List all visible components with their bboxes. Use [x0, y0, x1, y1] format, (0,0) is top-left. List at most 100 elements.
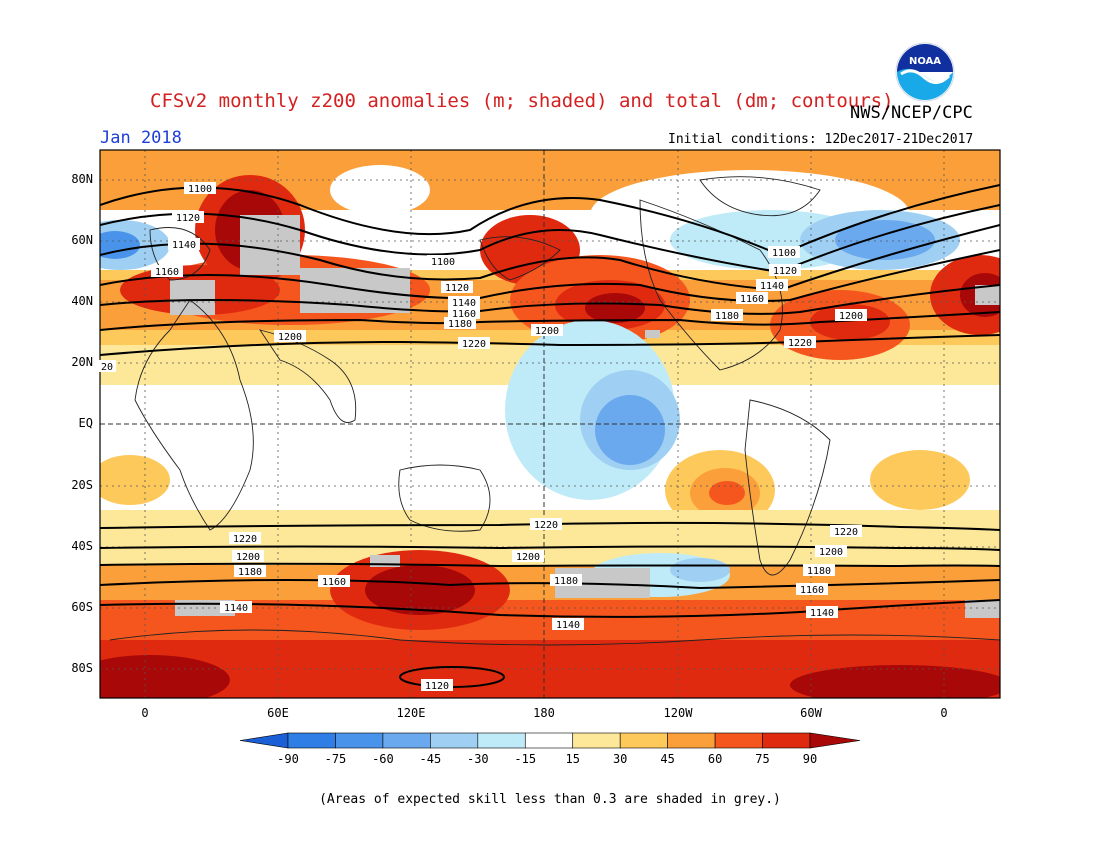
contour-label-bg [531, 324, 563, 336]
lat-label: 60S [71, 600, 93, 614]
contour-label-bg [552, 618, 584, 630]
contour-label: 1160 [452, 309, 476, 320]
lon-label: 180 [533, 706, 555, 720]
lat-label: 40S [71, 539, 93, 553]
contour-label: 1120 [176, 213, 200, 224]
lat-label: 60N [71, 233, 93, 247]
colorbar-tick-label: -30 [466, 752, 489, 766]
contour-label-bg [421, 679, 453, 691]
colorbar-tick-label: 60 [707, 752, 723, 766]
lat-label: 80S [71, 661, 93, 675]
contour-label: 1140 [172, 240, 196, 251]
colorbar-box [572, 732, 621, 749]
contour-label: 1160 [322, 577, 346, 588]
contour-label: 1160 [155, 267, 179, 278]
colorbar-tick-label: -75 [324, 752, 347, 766]
colorbar-max-arrow [809, 732, 861, 749]
contour-label-bg [806, 606, 838, 618]
contour-label: 1200 [819, 547, 843, 558]
contour-label: 1180 [807, 566, 831, 577]
lon-label: 0 [940, 706, 948, 720]
contour-label-bg [769, 264, 801, 276]
contour-label-bg [530, 518, 562, 530]
contour-label-bg [448, 296, 480, 308]
contour-label-bg [512, 550, 544, 562]
contour-label: 1140 [224, 603, 248, 614]
map-frame [99, 149, 1001, 699]
contour-label: 1100 [772, 248, 796, 259]
colorbar-tick-label: -90 [277, 752, 299, 766]
contour-label: 1220 [233, 534, 257, 545]
lon-label: 0 [141, 706, 149, 720]
contour-label: 1120 [773, 266, 797, 277]
contour-label-bg [736, 292, 768, 304]
contour-label-bg [229, 532, 261, 544]
initial-conditions: Initial conditions: 12Dec2017-21Dec2017 [668, 132, 974, 147]
contour-label: 1200 [535, 326, 559, 337]
colorbar-box [335, 732, 384, 749]
colorbar-box [667, 732, 716, 749]
contour-label: 1220 [534, 520, 558, 531]
equator-dateline [100, 150, 1000, 698]
contour-label-bg [184, 182, 216, 194]
lat-label: 20N [71, 355, 93, 369]
lat-label: EQ [78, 416, 93, 430]
colorbar-tick-label: 15 [565, 752, 580, 766]
contour-label-bg [796, 583, 828, 595]
contour-label-bg [784, 336, 816, 348]
colorbar-box [714, 732, 763, 749]
contour-label-bg [220, 601, 252, 613]
colorbar-box [524, 732, 574, 749]
contour-label-bg [835, 309, 867, 321]
chart-title: CFSv2 monthly z200 anomalies (m; shaded)… [150, 90, 894, 112]
colorbar-box [762, 732, 811, 749]
contour-label-bg [427, 255, 459, 267]
contour-label: 1160 [800, 585, 824, 596]
contour-label-bg [441, 281, 473, 293]
org-label: NWS/NCEP/CPC [850, 103, 973, 123]
contour-label: 1140 [810, 608, 834, 619]
lat-label: 20S [71, 478, 93, 492]
lon-label: 60E [267, 706, 289, 720]
contour-label: 1180 [554, 576, 578, 587]
lon-label: 60W [800, 706, 822, 720]
contour-label: 1200 [516, 552, 540, 563]
lon-label: 120W [663, 706, 693, 720]
contour-label: 1100 [188, 184, 212, 195]
colorbar-box [287, 732, 336, 749]
contour-label: 1180 [715, 311, 739, 322]
contour-label: 1160 [740, 294, 764, 305]
contour-label: 1180 [448, 319, 472, 330]
contour-label: 20 [101, 362, 113, 373]
contour-label-bg [151, 265, 183, 277]
colorbar-box [382, 732, 431, 749]
colorbar-tick-label: 90 [802, 752, 818, 766]
contour-label-bg [550, 574, 582, 586]
contour-label-bg [98, 360, 116, 372]
lat-label: 40N [71, 294, 93, 308]
forecast-period: Jan 2018 [100, 128, 182, 148]
graticule [100, 150, 1000, 698]
noaa-logo-icon: NOAA [895, 42, 955, 102]
colorbar-box [430, 732, 479, 749]
colorbar-tick-label: 30 [612, 752, 628, 766]
contour-label-bg [756, 279, 788, 291]
contour-label: 1200 [278, 332, 302, 343]
contour-label: 1140 [556, 620, 580, 631]
contour-label: 1140 [760, 281, 784, 292]
colorbar-tick-label: 45 [660, 752, 675, 766]
contour-label: 1220 [788, 338, 812, 349]
colorbar-tick-label: -15 [514, 752, 537, 766]
contour-label-bg [232, 550, 264, 562]
lon-label: 120E [396, 706, 426, 720]
contour-label-bg [711, 309, 743, 321]
colorbar-box [477, 732, 526, 749]
contour-label: 1200 [236, 552, 260, 563]
contour-label: 1220 [462, 339, 486, 350]
logo-text: NOAA [909, 56, 941, 67]
contour-label-bg [444, 317, 476, 329]
skill-footnote: (Areas of expected skill less than 0.3 a… [319, 792, 781, 807]
contour-label: 1120 [425, 681, 449, 692]
